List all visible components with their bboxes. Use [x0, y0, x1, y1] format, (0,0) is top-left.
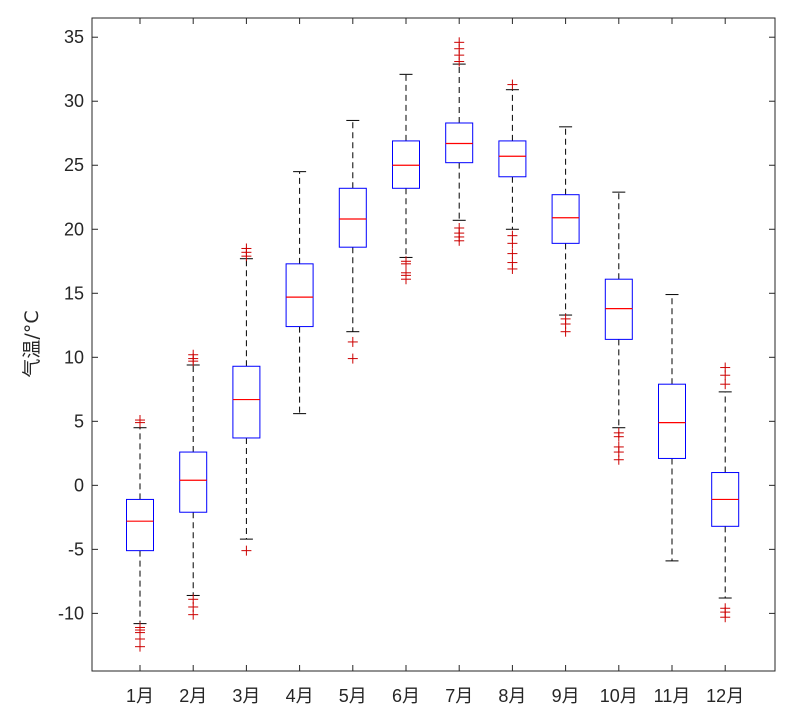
y-tick-label: 25	[64, 155, 84, 175]
x-tick-label: 9月	[552, 686, 580, 706]
outlier-marker	[507, 79, 518, 90]
box-iqr	[604, 278, 633, 340]
outlier-marker	[188, 609, 199, 620]
box-7	[445, 37, 474, 246]
x-tick-label: 11月	[654, 686, 691, 706]
y-tick-label: 20	[64, 219, 84, 239]
x-tick-label: 5月	[339, 686, 367, 706]
x-tick-label: 7月	[445, 686, 473, 706]
y-axis-label: 气温/°C	[21, 310, 43, 377]
outlier-marker	[135, 641, 145, 652]
outlier-marker	[241, 545, 252, 556]
y-tick-label: 35	[64, 27, 84, 47]
outlier-marker	[507, 248, 518, 259]
y-tick-label: -5	[68, 539, 84, 559]
box-9	[551, 126, 580, 337]
x-tick-label: 3月	[232, 686, 260, 706]
outlier-marker	[401, 274, 411, 285]
box-iqr	[658, 383, 686, 459]
box-1	[126, 415, 154, 652]
y-axis: -10 -5 0 5 10 15 20 25 30 35	[58, 27, 775, 623]
y-tick-label: 15	[64, 283, 84, 303]
x-tick-label: 10月	[600, 686, 638, 706]
outlier-marker	[454, 37, 465, 48]
x-axis: 1月 2月 3月 4月 5月 6月 7月 8月 9月 10月 11月 12月	[126, 18, 744, 706]
outlier-marker	[720, 612, 731, 623]
box-11	[658, 294, 686, 562]
x-tick-label: 6月	[392, 686, 420, 706]
plot-area	[91, 17, 776, 672]
box-iqr	[551, 194, 580, 244]
box-12	[711, 362, 740, 623]
box-4	[285, 171, 314, 415]
box-iqr	[338, 187, 367, 248]
y-tick-label: 10	[64, 347, 84, 367]
outlier-marker	[560, 326, 571, 337]
box-series	[126, 37, 740, 652]
box-iqr	[498, 140, 527, 178]
x-tick-label: 12月	[706, 686, 744, 706]
box-iqr	[445, 122, 474, 164]
outlier-marker	[720, 362, 731, 373]
box-iqr	[179, 451, 208, 513]
outlier-marker	[188, 349, 199, 360]
y-tick-label: -10	[58, 603, 84, 623]
outlier-marker	[347, 353, 358, 364]
outlier-marker	[720, 379, 731, 390]
box-3	[232, 243, 261, 556]
box-2	[179, 349, 208, 620]
outlier-marker	[507, 263, 518, 274]
outlier-marker	[454, 235, 465, 246]
y-tick-label: 5	[74, 411, 84, 431]
box-iqr	[392, 140, 420, 189]
y-tick-label: 30	[64, 91, 84, 111]
outlier-marker	[401, 258, 411, 269]
x-tick-label: 8月	[498, 686, 526, 706]
x-tick-label: 1月	[126, 686, 154, 706]
y-tick-label: 0	[74, 475, 84, 495]
outlier-marker	[507, 238, 518, 249]
outlier-marker	[135, 415, 145, 426]
box-10	[604, 191, 633, 465]
box-iqr	[285, 263, 314, 328]
x-tick-label: 4月	[286, 686, 314, 706]
outlier-marker	[613, 454, 624, 465]
outlier-marker	[613, 431, 624, 442]
box-5	[338, 119, 367, 364]
box-8	[498, 79, 527, 274]
x-tick-label: 2月	[179, 686, 207, 706]
outlier-marker	[241, 243, 252, 254]
box-iqr	[232, 365, 261, 439]
box-6	[392, 73, 420, 285]
outlier-marker	[347, 336, 358, 347]
box-iqr	[126, 498, 154, 552]
